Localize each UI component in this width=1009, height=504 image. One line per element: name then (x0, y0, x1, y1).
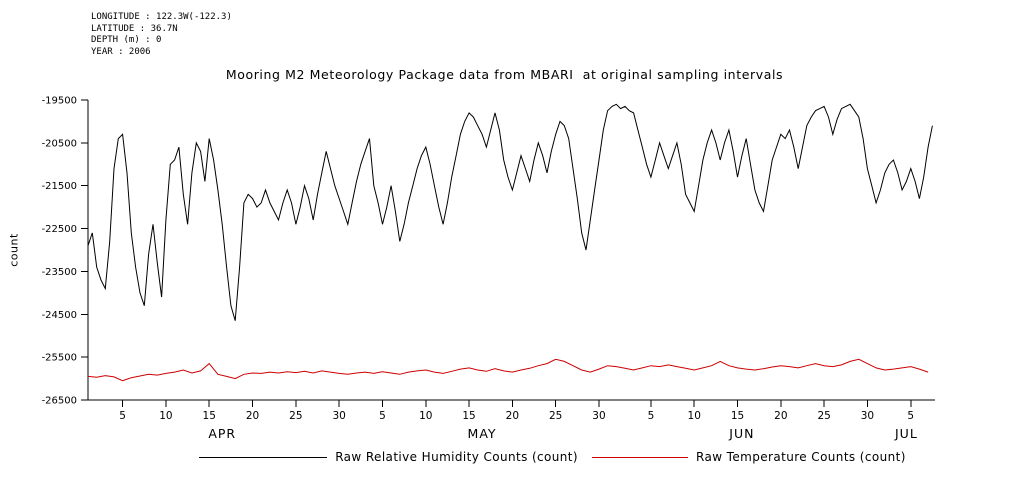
x-tick-label: 15 (462, 410, 475, 422)
month-label: APR (208, 426, 236, 441)
x-tick-label: 20 (774, 410, 787, 422)
x-tick-label: 30 (592, 410, 605, 422)
legend-line-temperature (592, 456, 688, 458)
x-tick-label: 30 (332, 410, 345, 422)
x-tick-label: 15 (203, 410, 216, 422)
x-tick-label: 5 (119, 410, 126, 422)
legend: Raw Relative Humidity Counts (count) Raw… (96, 450, 1009, 464)
info-depth: DEPTH (m) : 0 (91, 35, 162, 45)
y-tick-label: -26500 (42, 396, 77, 407)
temperature-series-line (87, 358, 929, 382)
month-label: JUN (728, 426, 754, 441)
x-tick-label: 30 (861, 410, 874, 422)
x-tick-label: 5 (907, 410, 914, 422)
x-tick-label: 15 (731, 410, 744, 422)
legend-label-humidity: Raw Relative Humidity Counts (count) (335, 450, 578, 464)
x-tick-label: 25 (289, 410, 302, 422)
legend-label-temperature: Raw Temperature Counts (count) (696, 450, 906, 464)
x-tick-label: 20 (506, 410, 519, 422)
y-tick-label: -20500 (42, 138, 77, 149)
info-year: YEAR : 2006 (91, 46, 151, 57)
y-tick-label: -23500 (42, 267, 77, 278)
month-label: MAY (468, 426, 497, 441)
info-longitude: LONGITUDE : 122.3W(-122.3) (91, 12, 232, 22)
x-tick-label: 10 (419, 410, 432, 422)
x-tick-label: 10 (688, 410, 701, 422)
info-latitude: LATITUDE : 36.7N (91, 23, 178, 34)
chart-title: Mooring M2 Meteorology Package data from… (225, 67, 784, 82)
y-tick-label: -25500 (42, 353, 77, 364)
x-tick-label: 5 (648, 410, 655, 422)
x-tick-label: 10 (159, 410, 172, 422)
x-tick-label: 20 (246, 410, 259, 422)
y-tick-label: -21500 (42, 181, 77, 192)
x-tick-label: 25 (549, 410, 562, 422)
humidity-series-line (87, 103, 933, 321)
y-tick-label: -22500 (42, 224, 77, 235)
month-label: JUL (894, 426, 918, 441)
x-tick-label: 5 (379, 410, 386, 422)
station-info: LONGITUDE : 122.3W(-122.3) LATITUDE : 36… (91, 12, 232, 58)
y-tick-label: -24500 (42, 310, 77, 321)
legend-line-humidity (199, 456, 328, 458)
y-tick-label: -19500 (42, 96, 77, 107)
x-tick-label: 25 (817, 410, 830, 422)
